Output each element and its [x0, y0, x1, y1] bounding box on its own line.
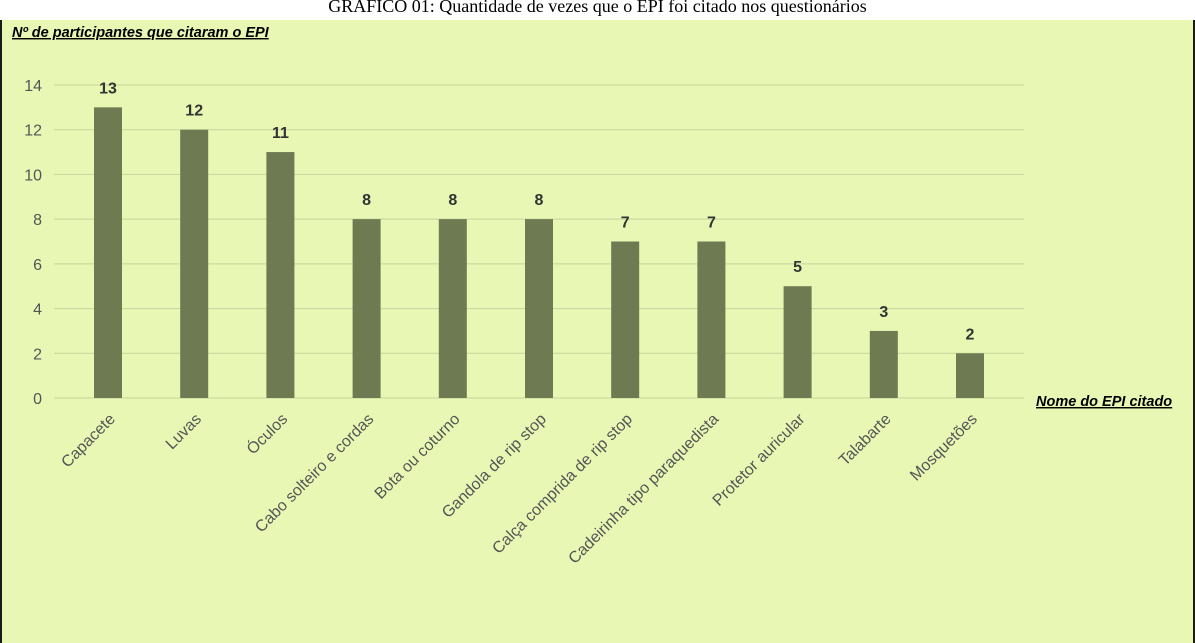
- bar: [869, 330, 898, 398]
- y-tick-label: 6: [33, 257, 42, 274]
- bar: [352, 219, 381, 398]
- y-tick-label: 10: [24, 167, 42, 184]
- figure-caption: GRÁFICO 01: Quantidade de vezes que o EP…: [328, 0, 867, 16]
- data-label: 8: [535, 192, 544, 209]
- data-label: 7: [621, 215, 630, 232]
- data-labels: 13 12 11 8 8 8 7 7 5 3 2: [99, 80, 974, 343]
- category-label: Cadeirinha tipo paraquedista: [566, 411, 723, 568]
- data-label: 3: [879, 304, 888, 321]
- bar: [697, 241, 726, 398]
- data-label: 7: [707, 215, 716, 232]
- bar: [611, 241, 640, 398]
- category-label: Talabarte: [836, 411, 895, 470]
- chart-area: Nº de participantes que citaram o EPI 0 2…: [0, 20, 1195, 643]
- category-label: Luvas: [163, 411, 205, 453]
- x-axis-label: Nome do EPI citado: [1036, 394, 1172, 410]
- bar: [783, 286, 812, 398]
- y-tick-label: 8: [33, 212, 42, 229]
- category-label: Mosquetões: [907, 411, 981, 485]
- data-label: 2: [966, 326, 975, 343]
- category-label: Óculos: [243, 409, 292, 458]
- bar-chart: Nº de participantes que citaram o EPI 0 2…: [12, 25, 1172, 567]
- data-label: 5: [793, 259, 802, 276]
- bar: [180, 129, 209, 398]
- data-label: 11: [272, 125, 289, 142]
- bar: [438, 219, 467, 398]
- y-axis-label: Nº de participantes que citaram o EPI: [12, 25, 270, 41]
- category-label: Calça comprida de rip stop: [489, 411, 636, 558]
- data-label: 8: [362, 192, 371, 209]
- data-label: 13: [99, 80, 117, 97]
- category-label: Capacete: [58, 411, 119, 472]
- data-label: 12: [185, 103, 203, 120]
- bar: [525, 219, 553, 398]
- y-tick-label: 4: [33, 302, 42, 319]
- y-tick-label: 12: [24, 123, 42, 140]
- category-label: Bota ou coturno: [372, 411, 464, 503]
- data-label: 8: [448, 192, 457, 209]
- y-tick-label: 14: [24, 78, 42, 95]
- y-tick-label: 0: [33, 391, 42, 408]
- bars: [94, 107, 984, 398]
- category-label: Protetor auricular: [710, 410, 809, 509]
- bar: [956, 353, 984, 398]
- y-tick-label: 2: [33, 346, 42, 363]
- bar: [266, 152, 295, 398]
- y-axis-ticks: 0 2 4 6 8 10 12 14: [24, 78, 42, 408]
- bar: [94, 107, 122, 398]
